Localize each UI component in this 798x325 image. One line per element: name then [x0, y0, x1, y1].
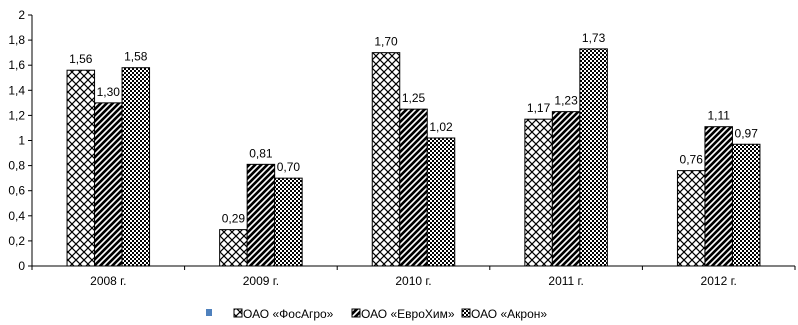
- bar: [524, 118, 553, 267]
- bar: [551, 111, 581, 267]
- legend-label: ОАО «ФосАгро»: [243, 307, 334, 321]
- y-tick-label: 1,2: [8, 108, 25, 122]
- bar: [579, 48, 608, 267]
- y-tick-label: 0,4: [8, 209, 25, 223]
- bar: [219, 229, 248, 267]
- data-labels: 1,56 1,30 1,58 0,29 0,81 0,70 1,70 1,25 1,02 1,17…: [69, 31, 758, 226]
- y-tick-label: 1,8: [8, 33, 25, 47]
- y-tick-label: 1,6: [8, 58, 25, 72]
- bar: [274, 177, 303, 267]
- x-tick-label: 2008 г.: [90, 274, 126, 288]
- bar: [94, 102, 123, 267]
- bars: [66, 48, 761, 267]
- legend-swatch: [233, 308, 243, 318]
- bar: [66, 69, 96, 267]
- bar: [399, 108, 428, 267]
- x-tick-label: 2011 г.: [548, 274, 583, 288]
- x-tick-label: 2010 г.: [395, 274, 431, 288]
- data-label: 1,23: [554, 94, 578, 108]
- y-tick-label: 0,8: [8, 159, 25, 173]
- legend-label: ОАО «Акрон»: [471, 307, 547, 321]
- data-label: 1,02: [429, 120, 453, 134]
- data-label: 0,70: [277, 160, 301, 174]
- legend: ОАО «ФосАгро» ОАО «ЕвроХим» ОАО «Акрон»: [206, 307, 547, 321]
- y-tick-label: 0,6: [8, 184, 25, 198]
- data-label: 0,76: [680, 153, 704, 167]
- data-label: 1,11: [707, 109, 730, 123]
- legend-swatch: [461, 308, 471, 318]
- x-tick-label: 2009 г.: [243, 274, 279, 288]
- bar: [371, 52, 401, 267]
- bar: [121, 67, 151, 267]
- data-label: 1,17: [527, 101, 551, 115]
- data-label: 1,58: [124, 50, 148, 64]
- bar: [731, 143, 761, 267]
- bar: [426, 137, 456, 267]
- y-tick-label: 0: [18, 259, 25, 273]
- y-tick-label: 1: [18, 134, 25, 148]
- data-label: 0,97: [735, 126, 759, 140]
- data-label: 0,81: [249, 146, 273, 160]
- bar: [704, 126, 733, 267]
- x-tick-label: 2012 г.: [701, 274, 737, 288]
- legend-marker: [206, 309, 212, 316]
- legend-label: ОАО «ЕвроХим»: [361, 307, 455, 321]
- bar: [676, 170, 706, 267]
- legend-swatch: [351, 308, 361, 318]
- data-label: 0,29: [222, 212, 246, 226]
- data-label: 1,30: [97, 85, 121, 99]
- data-label: 1,56: [69, 52, 93, 66]
- y-tick-label: 0,2: [8, 234, 25, 248]
- y-tick-label: 1,4: [8, 83, 25, 97]
- y-tick-label: 2: [18, 8, 25, 22]
- data-label: 1,70: [374, 35, 398, 49]
- data-label: 1,73: [582, 31, 606, 45]
- bar: [246, 163, 276, 267]
- data-label: 1,25: [402, 91, 426, 105]
